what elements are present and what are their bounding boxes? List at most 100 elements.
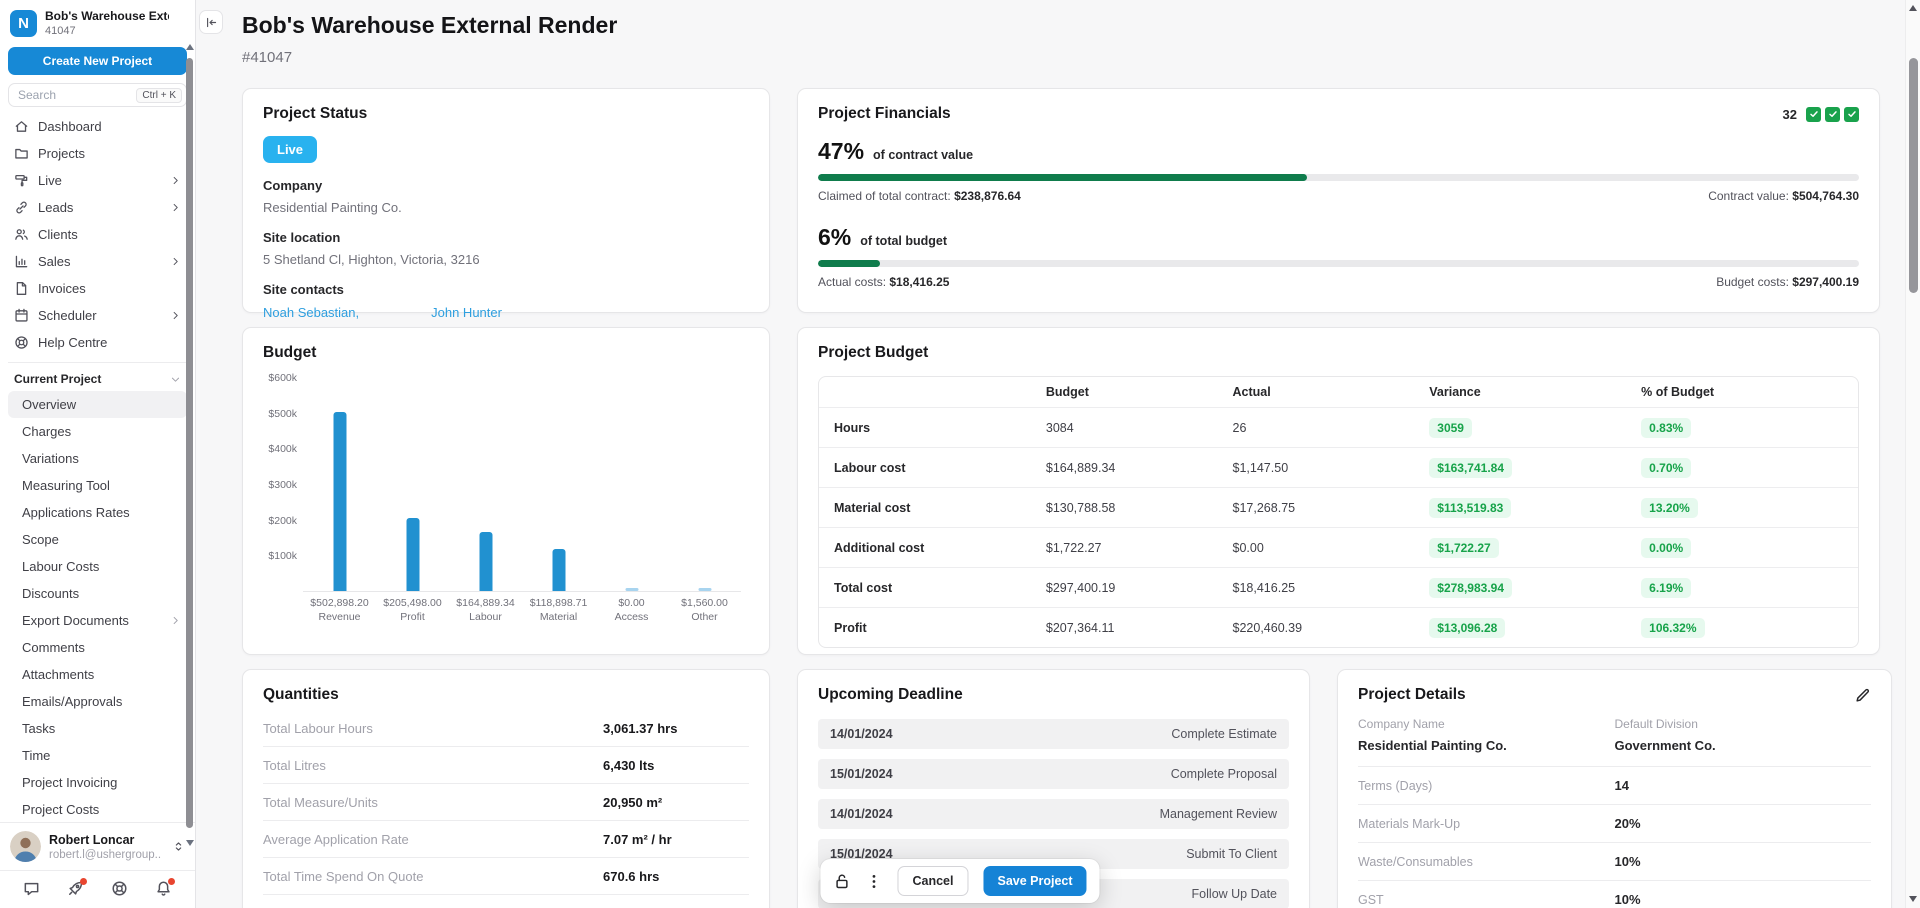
bar-column-material: $118,898.71 Material [522,378,595,623]
budget-cell: $1,722.27 [1045,540,1102,555]
create-new-project-button[interactable]: Create New Project [8,47,187,75]
quantity-label: Total Litres [263,758,326,773]
deadline-row: 14/01/2024 Management Review [818,799,1289,829]
pct-cell: 0.70% [1641,457,1843,478]
contract-progress-track [818,174,1859,181]
sidebar-item-time[interactable]: Time [8,742,187,769]
sidebar-item-tasks[interactable]: Tasks [8,715,187,742]
variance-pill: $113,519.83 [1429,497,1512,518]
bar-value-label: $205,498.00 [383,597,442,609]
variance-cell: $113,519.83 [1429,497,1641,518]
sidebar-item-applications-rates[interactable]: Applications Rates [8,499,187,526]
sidebar-collapse-button[interactable] [199,10,223,34]
scroll-up-arrow[interactable] [1909,5,1917,11]
sidebar-item-labour-costs[interactable]: Labour Costs [8,553,187,580]
sidebar-item-measuring-tool[interactable]: Measuring Tool [8,472,187,499]
project-financials-card: Project Financials 32 47% of contract va… [797,88,1880,313]
sidebar-item-discounts[interactable]: Discounts [8,580,187,607]
chevron-right-icon [170,310,181,321]
scroll-down-arrow[interactable] [1909,896,1917,902]
column-header: Variance [1429,385,1481,399]
detail-row: Waste/Consumables 10% [1358,843,1871,881]
workspace-switcher[interactable]: N Bob's Warehouse Externa... 41047 [0,0,195,44]
sidebar-item-comments[interactable]: Comments [8,634,187,661]
actual-cell: $17,268.75 [1232,500,1296,515]
sidebar-item-sales[interactable]: Sales [8,248,187,275]
sidebar-item-export-documents[interactable]: Export Documents [8,607,187,634]
quantity-label: Total Labour Hours [263,721,373,736]
collapse-sidebar-icon [205,16,218,29]
sidebar-item-dashboard[interactable]: Dashboard [8,113,187,140]
sidebar-item-label: Emails/Approvals [22,694,123,709]
sidebar-item-emails-approvals[interactable]: Emails/Approvals [8,688,187,715]
contact-link[interactable]: Noah Sebastian, [263,305,360,320]
sidebar-item-clients[interactable]: Clients [8,221,187,248]
quantity-row: Total Measure/Units 20,950 m² [263,784,749,821]
quantity-row: Total Litres 6,430 lts [263,747,749,784]
quantity-value: 6,430 lts [603,758,655,773]
search-input[interactable]: Search Ctrl + K [8,83,187,107]
sidebar-item-attachments[interactable]: Attachments [8,661,187,688]
support-icon[interactable] [111,880,128,897]
sidebar-item-leads[interactable]: Leads [8,194,187,221]
scroll-up-arrow[interactable] [185,44,194,50]
kebab-menu-icon[interactable] [865,873,882,890]
sidebar-scrollbar[interactable] [185,44,194,846]
status-badge[interactable]: Live [263,136,318,163]
sidebar-item-invoices[interactable]: Invoices [8,275,187,302]
detail-row: GST 10% [1358,881,1871,908]
main-scrollbar-thumb[interactable] [1909,58,1918,293]
user-menu[interactable]: Robert Loncar robert.l@ushergroup.... [0,822,195,870]
detail-value: 20% [1614,816,1641,831]
contact-link[interactable]: John Hunter [431,305,502,320]
scroll-down-arrow[interactable] [185,840,194,846]
bar-labour [479,532,492,591]
sidebar-item-live[interactable]: Live [8,167,187,194]
pct-cell: 0.83% [1641,417,1843,438]
bar-access [625,588,638,591]
row-label: Hours [834,420,871,435]
sidebar-item-project-invoicing[interactable]: Project Invoicing [8,769,187,796]
bar-label: $502,898.20 Revenue [310,596,368,624]
quantity-value: 20,950 m² [603,795,663,810]
column-header: Budget [1045,385,1089,399]
sidebar-item-overview[interactable]: Overview [8,391,187,418]
sidebar-item-variations[interactable]: Variations [8,445,187,472]
quantity-label: Total Measure/Units [263,795,378,810]
sidebar-item-label: Projects [38,146,85,161]
rocket-icon[interactable] [67,878,88,897]
sidebar-item-scheduler[interactable]: Scheduler [8,302,187,329]
sidebar-item-label: Invoices [38,281,86,296]
notifications-bell-icon[interactable] [155,878,175,897]
detail-row: Materials Mark-Up 20% [1358,805,1871,843]
sidebar-item-help-centre[interactable]: Help Centre [8,329,187,356]
search-shortcut-badge: Ctrl + K [136,87,182,103]
chevron-right-icon [170,175,181,186]
save-project-button[interactable]: Save Project [983,866,1087,896]
invoice-file-icon [14,281,29,296]
green-check-icon [1806,106,1821,122]
sidebar-scrollbar-thumb[interactable] [186,58,193,828]
sidebar-item-label: Leads [38,200,74,215]
bar-value-label: $118,898.71 [529,597,588,609]
edit-details-pencil-icon[interactable] [1854,687,1871,704]
quantity-row: Average Application Rate 7.07 m² / hr [263,821,749,858]
sidebar-item-label: Scheduler [38,308,97,323]
actual-cell: $220,460.39 [1232,620,1303,635]
lock-open-icon[interactable] [833,873,850,890]
project-financials-title: Project Financials [818,105,951,122]
sidebar-item-scope[interactable]: Scope [8,526,187,553]
sidebar-item-charges[interactable]: Charges [8,418,187,445]
current-project-section[interactable]: Current Project [8,362,187,391]
table-row: Material cost $130,788.58 $17,268.75 $113,5… [819,487,1858,527]
bar-category-label: Access [614,611,649,624]
chat-icon[interactable] [23,880,40,897]
sidebar-item-projects[interactable]: Projects [8,140,187,167]
budget-bar-chart: $600k $500k $400k $300k $200k $100k $502,898.… [263,372,749,632]
sidebar-item-project-costs[interactable]: Project Costs [8,796,187,822]
main-scrollbar[interactable] [1905,0,1920,908]
detail-value: 10% [1614,892,1641,907]
cancel-button[interactable]: Cancel [897,866,969,896]
variance-pill: $1,722.27 [1429,537,1499,558]
pct-pill: 0.83% [1641,417,1692,438]
